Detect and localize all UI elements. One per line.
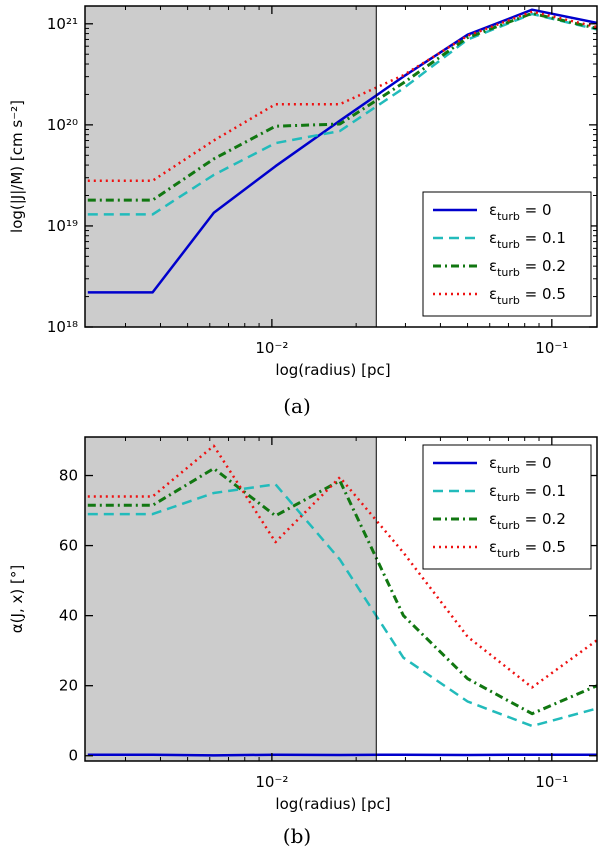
- b-y-tick-label: 80: [59, 467, 78, 485]
- panel-b-caption: (b): [283, 824, 311, 848]
- b-y-tick-label: 60: [59, 537, 78, 555]
- panel-b-excluded-region: [85, 437, 377, 761]
- a-legend-entry-0: εturb = 0: [489, 201, 552, 223]
- a-x-tick-label: 10⁻¹: [535, 339, 568, 357]
- panel-a-excluded-region: [85, 6, 377, 327]
- a-y-tick-label: 10²⁰: [47, 116, 78, 134]
- b-x-tick-label: 10⁻¹: [535, 773, 568, 791]
- b-series-line-3: [87, 444, 597, 689]
- b-legend-entry-1: εturb = 0.1: [489, 482, 566, 504]
- b-legend-entry-3: εturb = 0.5: [489, 538, 566, 560]
- panel-a-series-lines: [87, 8, 597, 294]
- a-legend-entry-2: εturb = 0.2: [489, 257, 566, 279]
- a-y-tick-label: 10¹⁹: [47, 217, 78, 235]
- a-series-line-2: [87, 11, 597, 202]
- panel-b: 10⁻² 10⁻¹ 0 20 40 60 80 log(radius) [pc] α(J, …: [8, 436, 598, 848]
- panel-b-series-lines: [87, 444, 597, 757]
- b-series-line-0: [87, 753, 597, 757]
- panel-b-y-axis-label: α(J, x) [°]: [8, 565, 26, 633]
- b-y-tick-label: 0: [68, 747, 78, 765]
- a-legend-entry-1: εturb = 0.1: [489, 229, 566, 251]
- panel-a: 10⁻² 10⁻¹ 10¹⁸ 10¹⁹ 10²⁰ 10²¹ log(radius) [pc…: [8, 5, 598, 418]
- a-x-tick-label: 10⁻²: [255, 339, 288, 357]
- panel-a-x-axis-label: log(radius) [pc]: [275, 361, 390, 379]
- panel-b-legend: εturb = 0 εturb = 0.1 εturb = 0.2 εturb = 0…: [422, 444, 592, 570]
- b-series-line-1: [87, 483, 597, 728]
- b-y-tick-label: 20: [59, 677, 78, 695]
- b-legend-entry-2: εturb = 0.2: [489, 510, 566, 532]
- b-legend-entry-0: εturb = 0: [489, 454, 552, 476]
- a-legend-entry-3: εturb = 0.5: [489, 285, 566, 307]
- panel-b-ticks: 10⁻² 10⁻¹ 0 20 40 60 80: [59, 437, 597, 791]
- panel-a-ticks: 10⁻² 10⁻¹ 10¹⁸ 10¹⁹ 10²⁰ 10²¹: [47, 6, 597, 357]
- panel-b-frame: [84, 436, 598, 762]
- b-y-tick-label: 40: [59, 607, 78, 625]
- panel-a-caption: (a): [283, 394, 311, 418]
- a-y-tick-label: 10¹⁸: [47, 318, 78, 336]
- a-y-tick-label: 10²¹: [47, 15, 78, 33]
- panel-a-frame: [84, 5, 598, 328]
- a-series-line-1: [87, 12, 597, 216]
- panel-a-legend: εturb = 0 εturb = 0.1 εturb = 0.2 εturb = 0…: [422, 191, 592, 317]
- a-series-line-0: [87, 8, 597, 294]
- panel-a-y-axis-label: log(|J|/M) [cm s⁻²]: [8, 100, 26, 233]
- b-x-tick-label: 10⁻²: [255, 773, 288, 791]
- panel-b-x-axis-label: log(radius) [pc]: [275, 795, 390, 813]
